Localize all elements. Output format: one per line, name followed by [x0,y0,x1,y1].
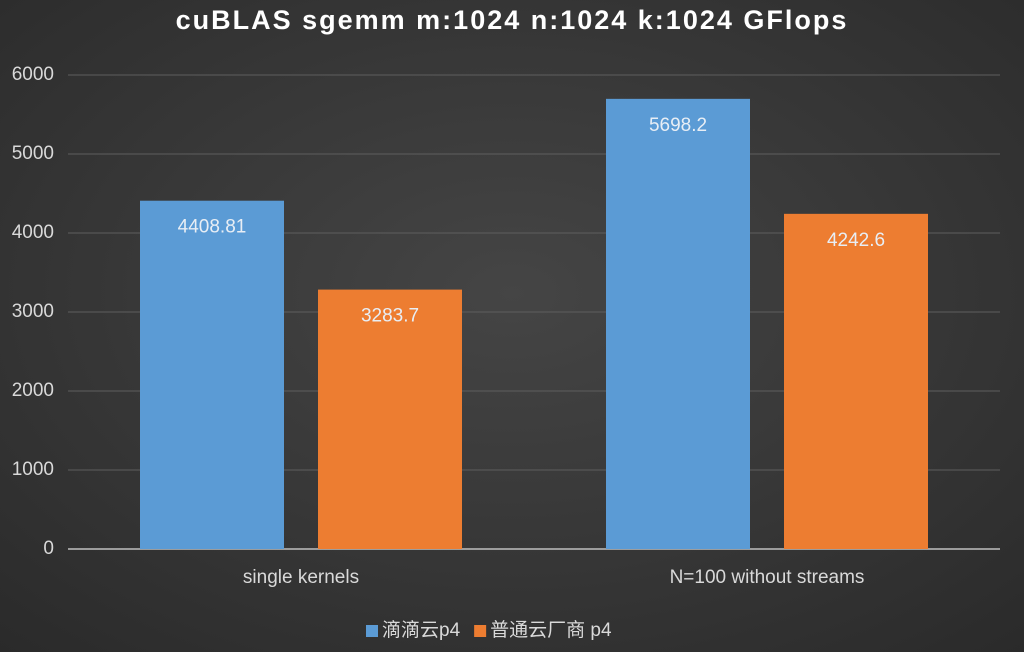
y-tick-label: 2000 [12,380,54,401]
legend-marker [366,625,378,637]
bar [606,98,750,550]
y-tick-label: 0 [43,538,54,559]
y-tick-label: 3000 [12,301,54,322]
x-tick-label: N=100 without streams [670,567,865,588]
y-tick-label: 4000 [12,222,54,243]
y-tick-label: 6000 [12,64,54,85]
value-label: 3283.7 [361,306,419,327]
chart-title: cuBLAS sgemm m:1024 n:1024 k:1024 GFlops [176,5,849,35]
bar [318,289,462,549]
value-label: 5698.2 [649,115,707,136]
y-tick-label: 5000 [12,143,54,164]
value-label: 4242.6 [827,230,885,251]
legend-marker [474,625,487,637]
x-tick-label: single kernels [243,567,359,588]
legend-label: 普通云厂商 p4 [490,619,612,641]
bar [784,213,928,549]
value-label: 4408.81 [178,217,247,238]
bar [140,200,284,549]
legend-label: 滴滴云p4 [382,619,461,641]
y-tick-label: 1000 [12,459,54,480]
